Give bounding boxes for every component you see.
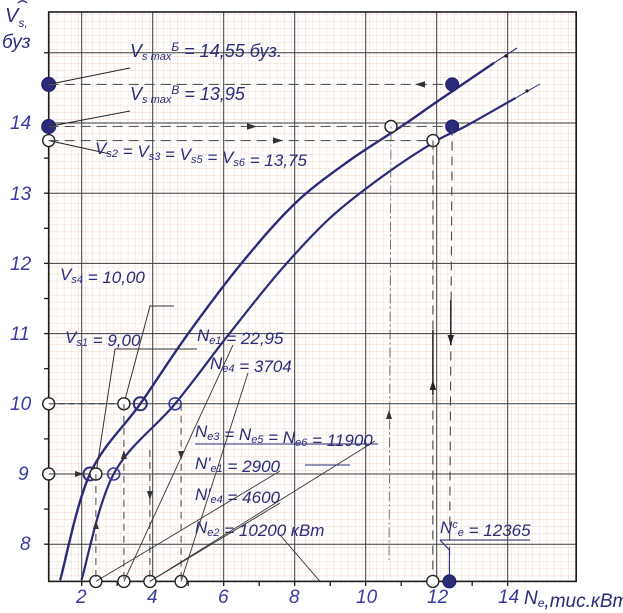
svg-text:12: 12 <box>427 587 449 608</box>
svg-text:N'e1 = 2900: N'e1 = 2900 <box>195 454 281 476</box>
svg-text:10: 10 <box>356 587 378 608</box>
svg-text:8: 8 <box>289 587 300 608</box>
svg-text:буз: буз <box>2 32 31 53</box>
svg-text:Ne,тис.кВт: Ne,тис.кВт <box>524 588 623 612</box>
svg-text:10: 10 <box>10 394 32 415</box>
svg-text:14: 14 <box>498 587 519 608</box>
svg-text:2: 2 <box>75 587 87 608</box>
svg-text:13: 13 <box>10 184 32 205</box>
svg-text:Vs,: Vs, <box>5 5 28 30</box>
svg-text:12: 12 <box>10 254 32 275</box>
svg-text:11: 11 <box>10 324 30 345</box>
svg-text:14: 14 <box>10 113 31 134</box>
svg-text:Ne4 = 3704: Ne4 = 3704 <box>210 354 292 376</box>
svg-text:9: 9 <box>18 464 29 485</box>
svg-text:4: 4 <box>147 587 158 608</box>
svg-text:N'e4 = 4600: N'e4 = 4600 <box>195 485 281 507</box>
svg-text:8: 8 <box>20 534 31 555</box>
svg-text:6: 6 <box>218 587 229 608</box>
